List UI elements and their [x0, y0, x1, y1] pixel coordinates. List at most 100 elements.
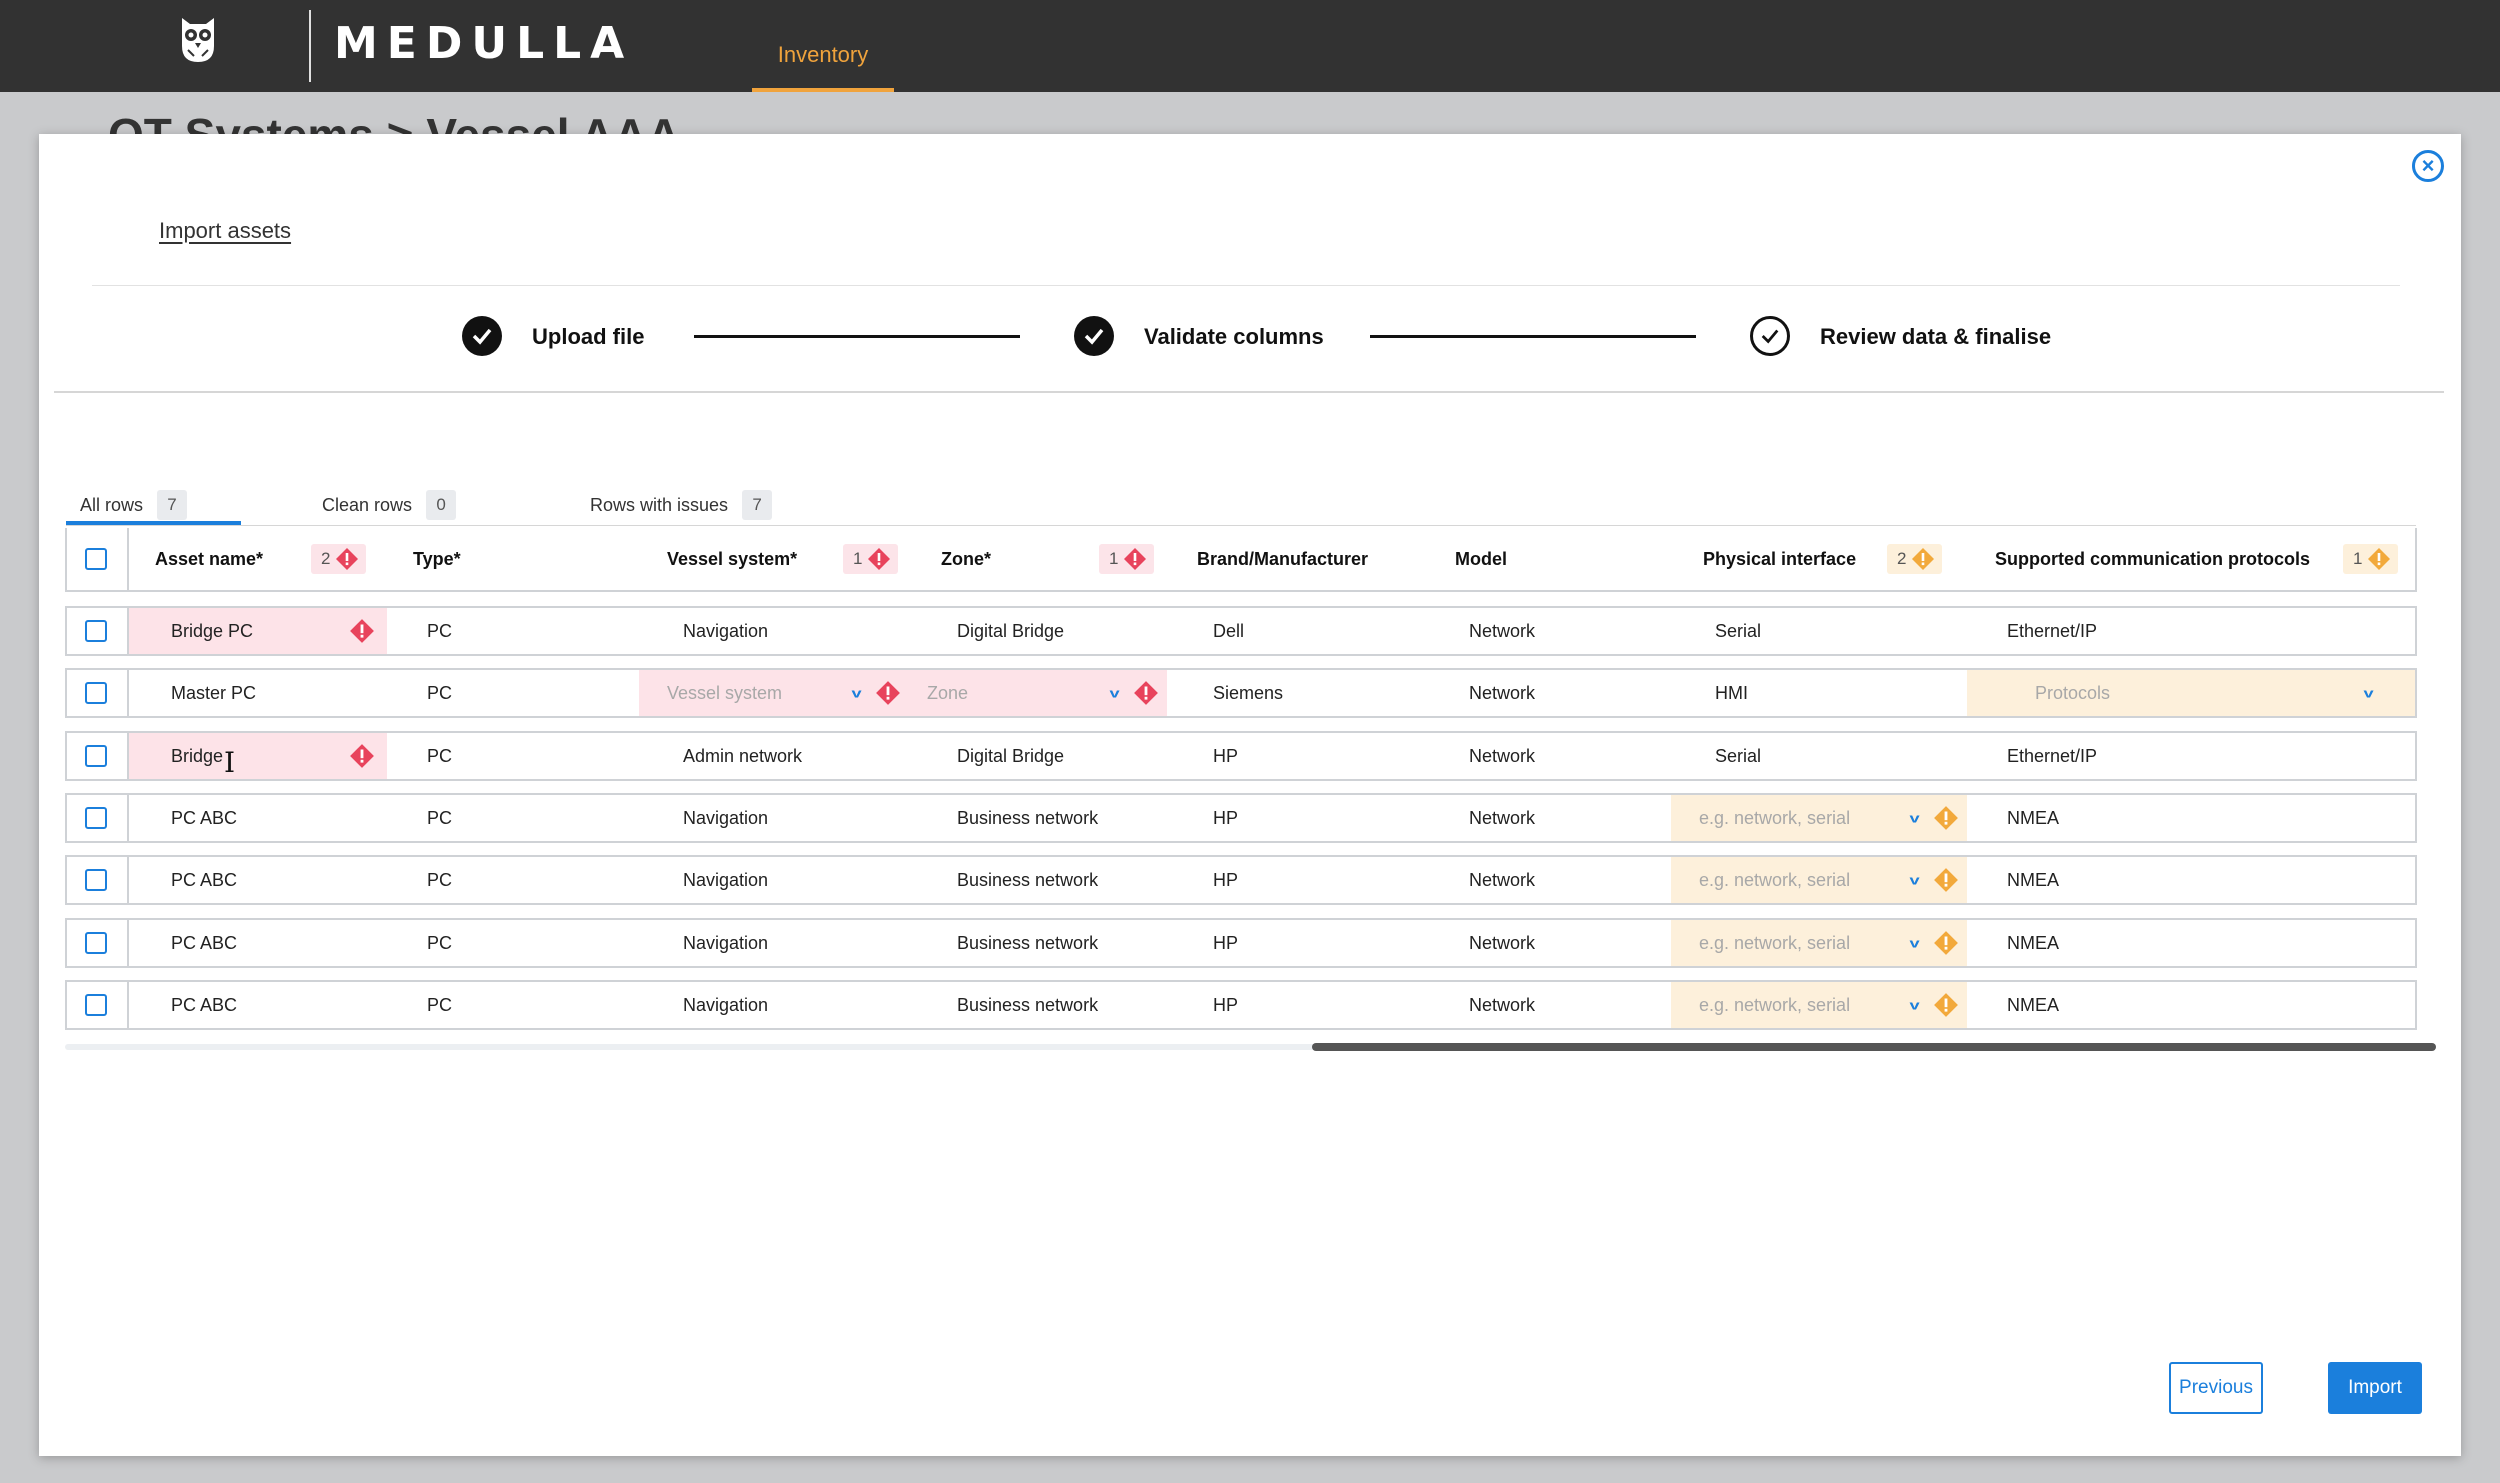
chevron-down-icon[interactable]: v: [1909, 810, 1920, 826]
cell-model[interactable]: Network: [1469, 620, 1536, 641]
row-checkbox[interactable]: [85, 807, 107, 829]
cell-type[interactable]: PC: [427, 869, 453, 890]
column-header-protocols[interactable]: Supported communication protocols: [1995, 548, 2311, 569]
cell-model[interactable]: Network: [1469, 807, 1536, 828]
column-header-physical-interface[interactable]: Physical interface: [1703, 548, 1857, 569]
chevron-down-icon[interactable]: v: [1109, 685, 1120, 701]
error-icon[interactable]: [875, 680, 901, 706]
table-row[interactable]: PC ABC PC Navigation Business network HP Netw…: [65, 855, 2417, 905]
protocols-select[interactable]: Protocols: [1967, 670, 2415, 716]
cell-brand[interactable]: HP: [1213, 807, 1239, 828]
cell-type[interactable]: PC: [427, 932, 453, 953]
cell-zone[interactable]: Business network: [957, 869, 1099, 890]
cell-asset-name[interactable]: Bridge PC: [129, 608, 387, 654]
table-row[interactable]: PC ABC PC Navigation Business network HP Netw…: [65, 793, 2417, 843]
cell-asset-name[interactable]: PC ABC: [129, 982, 387, 1028]
cell-protocols[interactable]: NMEA: [2007, 807, 2060, 828]
horizontal-scrollbar-track[interactable]: [65, 1044, 2435, 1050]
cell-asset-name[interactable]: Bridge: [129, 733, 387, 779]
warning-icon[interactable]: [1933, 867, 1959, 893]
error-icon[interactable]: [1133, 680, 1159, 706]
vessel-system-select[interactable]: Vessel system: [639, 670, 903, 716]
cell-zone[interactable]: Business network: [957, 807, 1099, 828]
cell-brand[interactable]: HP: [1213, 932, 1239, 953]
row-checkbox[interactable]: [85, 932, 107, 954]
cell-type[interactable]: PC: [427, 620, 453, 641]
cell-type[interactable]: PC: [427, 994, 453, 1015]
row-checkbox[interactable]: [85, 745, 107, 767]
cell-zone[interactable]: Business network: [957, 932, 1099, 953]
physical-interface-select[interactable]: e.g. network, serial: [1671, 795, 1967, 841]
cell-vessel-system[interactable]: Admin network: [683, 745, 803, 766]
cell-brand[interactable]: HP: [1213, 869, 1239, 890]
cell-physical-interface[interactable]: Serial: [1715, 620, 1762, 641]
import-button[interactable]: Import: [2328, 1362, 2422, 1414]
table-row[interactable]: Bridge PC PC Navigation Digital Bridge Dell N…: [65, 606, 2417, 656]
column-issue-badge[interactable]: 1: [1099, 544, 1155, 574]
previous-button[interactable]: Previous: [2169, 1362, 2263, 1414]
error-icon[interactable]: [349, 743, 375, 769]
column-header-type[interactable]: Type*: [413, 548, 461, 569]
column-header-asset-name[interactable]: Asset name*: [155, 548, 264, 569]
column-header-vessel-system[interactable]: Vessel system*: [667, 548, 798, 569]
row-checkbox[interactable]: [85, 620, 107, 642]
cell-zone[interactable]: Digital Bridge: [957, 620, 1065, 641]
row-checkbox[interactable]: [85, 869, 107, 891]
zone-select[interactable]: Zone: [903, 670, 1167, 716]
chevron-down-icon[interactable]: v: [1909, 935, 1920, 951]
cell-brand[interactable]: HP: [1213, 745, 1239, 766]
cell-model[interactable]: Network: [1469, 932, 1536, 953]
cell-asset-name[interactable]: PC ABC: [129, 795, 387, 841]
close-icon[interactable]: ×: [2412, 150, 2444, 182]
chevron-down-icon[interactable]: v: [1909, 872, 1920, 888]
warning-icon[interactable]: [1933, 930, 1959, 956]
cell-model[interactable]: Network: [1469, 869, 1536, 890]
warning-icon[interactable]: [1933, 992, 1959, 1018]
cell-model[interactable]: Network: [1469, 682, 1536, 703]
column-header-brand[interactable]: Brand/Manufacturer: [1197, 548, 1369, 569]
horizontal-scrollbar-thumb[interactable]: [1312, 1043, 2436, 1051]
cell-physical-interface[interactable]: Serial: [1715, 745, 1762, 766]
chevron-down-icon[interactable]: v: [1909, 997, 1920, 1013]
column-header-model[interactable]: Model: [1455, 548, 1507, 569]
tab-clean-rows[interactable]: Clean rows 0: [322, 485, 457, 525]
cell-type[interactable]: PC: [427, 682, 453, 703]
row-checkbox[interactable]: [85, 994, 107, 1016]
cell-vessel-system[interactable]: Navigation: [683, 994, 769, 1015]
cell-protocols[interactable]: NMEA: [2007, 869, 2060, 890]
table-row[interactable]: Master PC PC Vessel system v Zone v Siemens Net…: [65, 668, 2417, 718]
cell-vessel-system[interactable]: Navigation: [683, 932, 769, 953]
physical-interface-select[interactable]: e.g. network, serial: [1671, 982, 1967, 1028]
tab-all-rows[interactable]: All rows 7: [80, 485, 188, 525]
cell-protocols[interactable]: NMEA: [2007, 932, 2060, 953]
column-issue-badge[interactable]: 2: [311, 544, 367, 574]
cell-zone[interactable]: Business network: [957, 994, 1099, 1015]
column-issue-badge[interactable]: 1: [2343, 544, 2399, 574]
table-row[interactable]: PC ABC PC Navigation Business network HP Netw…: [65, 918, 2417, 968]
column-issue-badge[interactable]: 2: [1887, 544, 1943, 574]
column-issue-badge[interactable]: 1: [843, 544, 899, 574]
column-header-zone[interactable]: Zone*: [941, 548, 992, 569]
table-row[interactable]: PC ABC PC Navigation Business network HP Netw…: [65, 980, 2417, 1030]
table-row[interactable]: Bridge PC Admin network Digital Bridge HP Net…: [65, 731, 2417, 781]
cell-asset-name[interactable]: PC ABC: [129, 857, 387, 903]
physical-interface-select[interactable]: e.g. network, serial: [1671, 920, 1967, 966]
cell-asset-name[interactable]: Master PC: [129, 670, 387, 716]
cell-vessel-system[interactable]: Navigation: [683, 807, 769, 828]
cell-vessel-system[interactable]: Navigation: [683, 620, 769, 641]
tab-rows-with-issues[interactable]: Rows with issues 7: [590, 485, 773, 525]
cell-protocols[interactable]: Ethernet/IP: [2007, 745, 2098, 766]
cell-brand[interactable]: HP: [1213, 994, 1239, 1015]
row-checkbox[interactable]: [85, 682, 107, 704]
cell-type[interactable]: PC: [427, 745, 453, 766]
physical-interface-select[interactable]: e.g. network, serial: [1671, 857, 1967, 903]
cell-vessel-system[interactable]: Navigation: [683, 869, 769, 890]
cell-physical-interface[interactable]: HMI: [1715, 682, 1748, 703]
cell-brand[interactable]: Siemens: [1213, 682, 1284, 703]
cell-protocols[interactable]: Ethernet/IP: [2007, 620, 2098, 641]
select-all-checkbox[interactable]: [85, 548, 107, 570]
chevron-down-icon[interactable]: v: [2363, 685, 2374, 701]
cell-zone[interactable]: Digital Bridge: [957, 745, 1065, 766]
cell-type[interactable]: PC: [427, 807, 453, 828]
cell-brand[interactable]: Dell: [1213, 620, 1245, 641]
